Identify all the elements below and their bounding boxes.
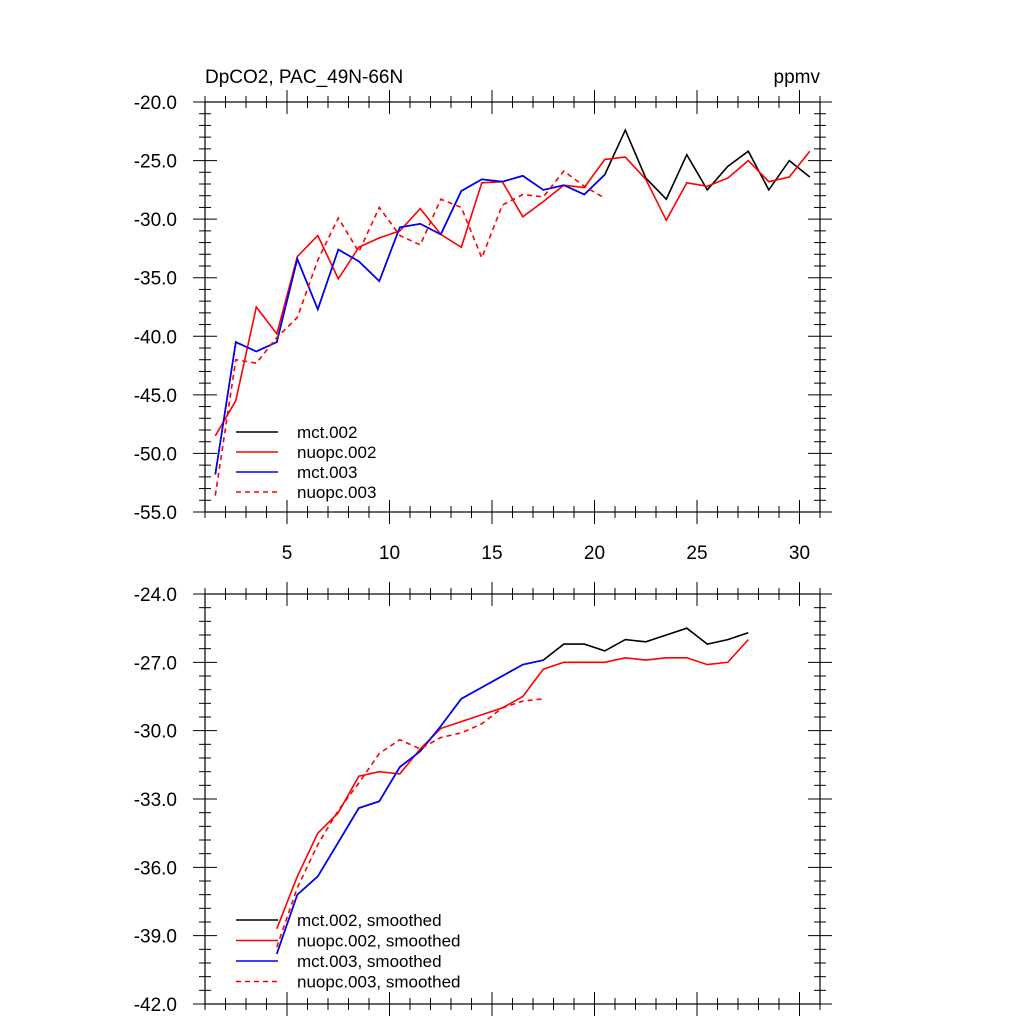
series-line-nuopc-002 [214,150,811,437]
y-tick-label: -45.0 [134,386,177,407]
legend-label: nuopc.003, smoothed [297,973,461,992]
panel-top: DpCO2, PAC_49N-66N ppmv 5 10 15 20 25 30 -55.0… [134,67,832,564]
axis-ticks: 5 10 15 20 25 30 -55.0 -50.0 -45.0 -40.0 -35.0 -30.… [134,90,832,564]
y-tick-label: -35.0 [134,269,177,290]
y-tick-label: -30.0 [134,210,177,231]
y-tick-label: -20.0 [134,93,177,114]
legend-label: nuopc.003 [297,483,376,502]
y-tick-label: -39.0 [134,927,177,948]
y-tick-label: -40.0 [134,327,177,348]
series-line-mct-002-smoothed [276,627,749,955]
x-tick-label: 15 [481,543,502,564]
series-line-mct-003 [214,174,606,475]
x-tick-label: 25 [686,543,707,564]
series-line-mct-003-smoothed [276,659,544,955]
legend-label: mct.003 [297,463,357,482]
legend-label: mct.002 [297,423,357,442]
series-line-nuopc-003-smoothed [276,698,544,948]
legend-label: mct.003, smoothed [297,952,442,971]
series-line-nuopc-003 [214,169,606,496]
panel-bottom: -42.0 -39.0 -36.0 -33.0 -30.0 -27.0 -24.0 mct.… [134,582,832,1016]
legend-label: nuopc.002 [297,443,376,462]
y-tick-label: -36.0 [134,858,177,879]
y-tick-label: -24.0 [134,585,177,606]
data-series [276,627,749,955]
chart-title: DpCO2, PAC_49N-66N [205,67,403,88]
data-series [214,128,811,496]
y-tick-label: -42.0 [134,995,177,1016]
x-tick-label: 10 [379,543,400,564]
y-tick-label: -50.0 [134,444,177,465]
y-tick-label: -33.0 [134,790,177,811]
x-tick-label: 5 [282,543,293,564]
units-label: ppmv [774,67,821,88]
y-tick-label: -27.0 [134,653,177,674]
y-tick-label: -30.0 [134,722,177,743]
legend: mct.002, smoothed nuopc.002, smoothedmct.… [236,911,461,992]
x-tick-label: 30 [789,543,810,564]
y-tick-label: -25.0 [134,152,177,173]
legend-label: mct.002, smoothed [297,911,442,930]
series-line-nuopc-002-smoothed [276,639,749,930]
legend-label: nuopc.002, smoothed [297,932,461,951]
y-tick-label: -55.0 [134,503,177,524]
axis-ticks: -42.0 -39.0 -36.0 -33.0 -30.0 -27.0 -24.0 [134,582,832,1016]
x-tick-label: 20 [584,543,605,564]
